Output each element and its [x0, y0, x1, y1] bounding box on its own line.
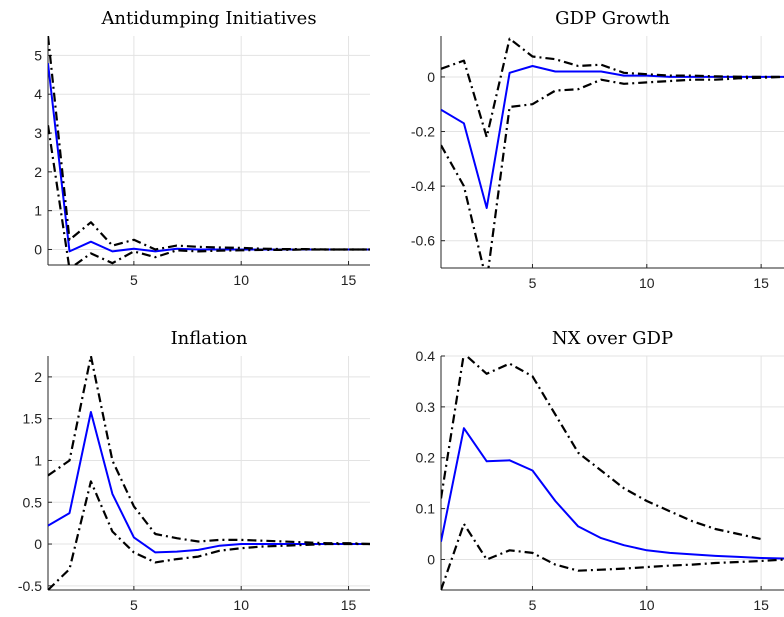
x-tick-label: 15: [341, 597, 357, 613]
x-tick-label: 10: [233, 272, 249, 288]
x-tick-label: 10: [639, 275, 655, 291]
y-tick-label: 4: [34, 86, 42, 102]
series-line-estimate: [48, 63, 370, 253]
y-tick-label: -0.2: [411, 124, 435, 140]
y-tick-label: -0.6: [411, 233, 435, 249]
y-tick-label: 2: [34, 369, 42, 385]
chart-panel-1: 5 10 15 0 1 2 3 4 5 Antidumping Initiatives: [34, 8, 370, 288]
series-line-estimate: [48, 411, 370, 554]
y-tick-label: 1.5: [23, 411, 43, 427]
y-tick-label: 0.5: [23, 494, 43, 510]
y-tick-label: 0.3: [416, 399, 436, 415]
chart-panel-2: 5 10 15 0 -0.2 -0.4 -0.6 GDP Growth: [411, 8, 784, 291]
x-tick-label: 15: [753, 275, 769, 291]
chart-title: Antidumping Initiatives: [100, 8, 316, 29]
series-line-upper: [441, 37, 784, 139]
series-line-lower: [441, 75, 784, 268]
y-tick-label: 2: [34, 164, 42, 180]
chart-title: GDP Growth: [555, 8, 670, 29]
series-line-estimate: [441, 65, 784, 209]
y-tick-label: 0.4: [416, 348, 436, 364]
y-tick-label: 0: [427, 69, 435, 85]
series-line-lower: [48, 480, 370, 590]
y-tick-label: 3: [34, 125, 42, 141]
y-tick-label: 0: [427, 551, 435, 567]
series-line-upper: [48, 356, 370, 546]
x-tick-label: 15: [341, 272, 357, 288]
chart-title: NX over GDP: [552, 328, 673, 349]
y-tick-label: 0: [34, 241, 42, 257]
x-tick-label: 5: [529, 597, 537, 613]
series-line-upper: [48, 36, 370, 251]
x-tick-label: 10: [639, 597, 655, 613]
chart-panel-4: 5 10 15 0 0.1 0.2 0.3 0.4 NX over GDP: [416, 328, 784, 613]
series-group: [441, 37, 784, 268]
y-tick-label: -0.4: [411, 178, 435, 194]
x-tick-label: 5: [130, 272, 138, 288]
series-group: [48, 356, 370, 590]
x-tick-label: 10: [233, 597, 249, 613]
y-tick-label: 0: [34, 536, 42, 552]
y-tick-label: -0.5: [18, 578, 42, 594]
x-tick-label: 5: [130, 597, 138, 613]
series-line-upper: [441, 356, 762, 541]
y-tick-label: 1: [34, 203, 42, 219]
x-tick-label: 15: [753, 597, 769, 613]
y-tick-label: 0.1: [416, 501, 436, 517]
x-tick-label: 5: [529, 275, 537, 291]
series-line-lower: [48, 125, 370, 265]
y-tick-label: 5: [34, 47, 42, 63]
chart-panel-3: 5 10 15 2 1.5 1 0.5 0 -0.5 Inflation: [18, 328, 370, 613]
y-tick-label: 0.2: [416, 450, 436, 466]
chart-title: Inflation: [171, 328, 248, 349]
series-group: [48, 36, 370, 265]
y-tick-label: 1: [34, 452, 42, 468]
series-group: [441, 356, 784, 590]
series-line-estimate: [441, 427, 784, 560]
